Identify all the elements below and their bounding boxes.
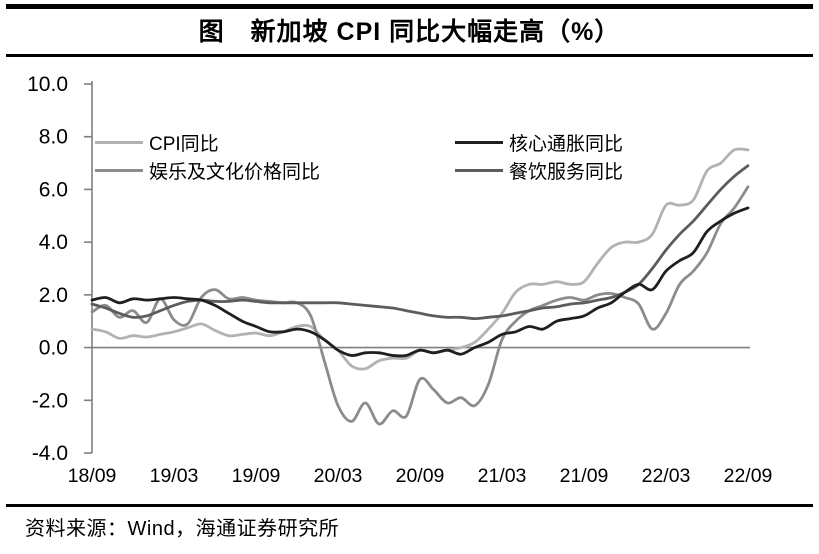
data-source: 资料来源：Wind，海通证券研究所: [25, 518, 340, 540]
series-餐饮服务同比: [90, 164, 750, 320]
y-tick-label: 10.0: [27, 73, 68, 96]
y-tick-label: -4.0: [32, 442, 68, 465]
legend-line-swatch: [95, 140, 143, 144]
series-核心通胀同比: [90, 206, 750, 358]
legend-item-food-services: 餐饮服务同比: [455, 156, 623, 184]
legend-item-cpi: CPI同比: [95, 128, 455, 156]
legend-item-core-inflation: 核心通胀同比: [455, 128, 623, 156]
legend-label: 餐饮服务同比: [509, 161, 624, 183]
series-娱乐及文化价格同比: [90, 185, 750, 426]
chart-legend: CPI同比 核心通胀同比 娱乐及文化价格同比 餐饮服务同比: [95, 128, 623, 184]
y-tick-label: 8.0: [39, 126, 68, 149]
x-tick-label: 20/09: [396, 465, 445, 487]
middle-rule: [6, 54, 813, 57]
y-tick-label: 0.0: [39, 337, 68, 360]
top-rule: [6, 4, 813, 9]
cpi-line-chart: 10.0 8.0 6.0 4.0 2.0 0.0 -2.0 -4.018/09 19/03 19/…: [27, 73, 773, 487]
bottom-rule: [6, 504, 813, 507]
x-tick-label: 18/09: [68, 465, 117, 487]
x-tick-label: 21/09: [560, 465, 609, 487]
legend-label: 核心通胀同比: [509, 133, 624, 155]
y-tick-label: -2.0: [32, 389, 68, 412]
legend-label: CPI同比: [149, 133, 219, 155]
legend-line-swatch: [455, 140, 503, 144]
y-tick-label: 4.0: [39, 231, 68, 254]
x-tick-label: 19/03: [150, 465, 199, 487]
y-tick-label: 2.0: [39, 284, 68, 307]
x-tick-label: 19/09: [232, 465, 281, 487]
x-tick-label: 22/03: [642, 465, 691, 487]
legend-line-swatch: [455, 168, 503, 172]
legend-line-swatch: [95, 168, 143, 172]
x-tick-label: 22/09: [724, 465, 773, 487]
legend-item-recreation-culture: 娱乐及文化价格同比: [95, 156, 455, 184]
y-tick-label: 6.0: [39, 178, 68, 201]
legend-label: 娱乐及文化价格同比: [149, 161, 321, 183]
x-tick-label: 21/03: [478, 465, 527, 487]
figure-title: 图 新加坡 CPI 同比大幅走高（%）: [198, 18, 621, 46]
chart-area: 10.0 8.0 6.0 4.0 2.0 0.0 -2.0 -4.0 18/09 19/03 19/…: [0, 58, 819, 504]
x-tick-label: 20/03: [314, 465, 363, 487]
